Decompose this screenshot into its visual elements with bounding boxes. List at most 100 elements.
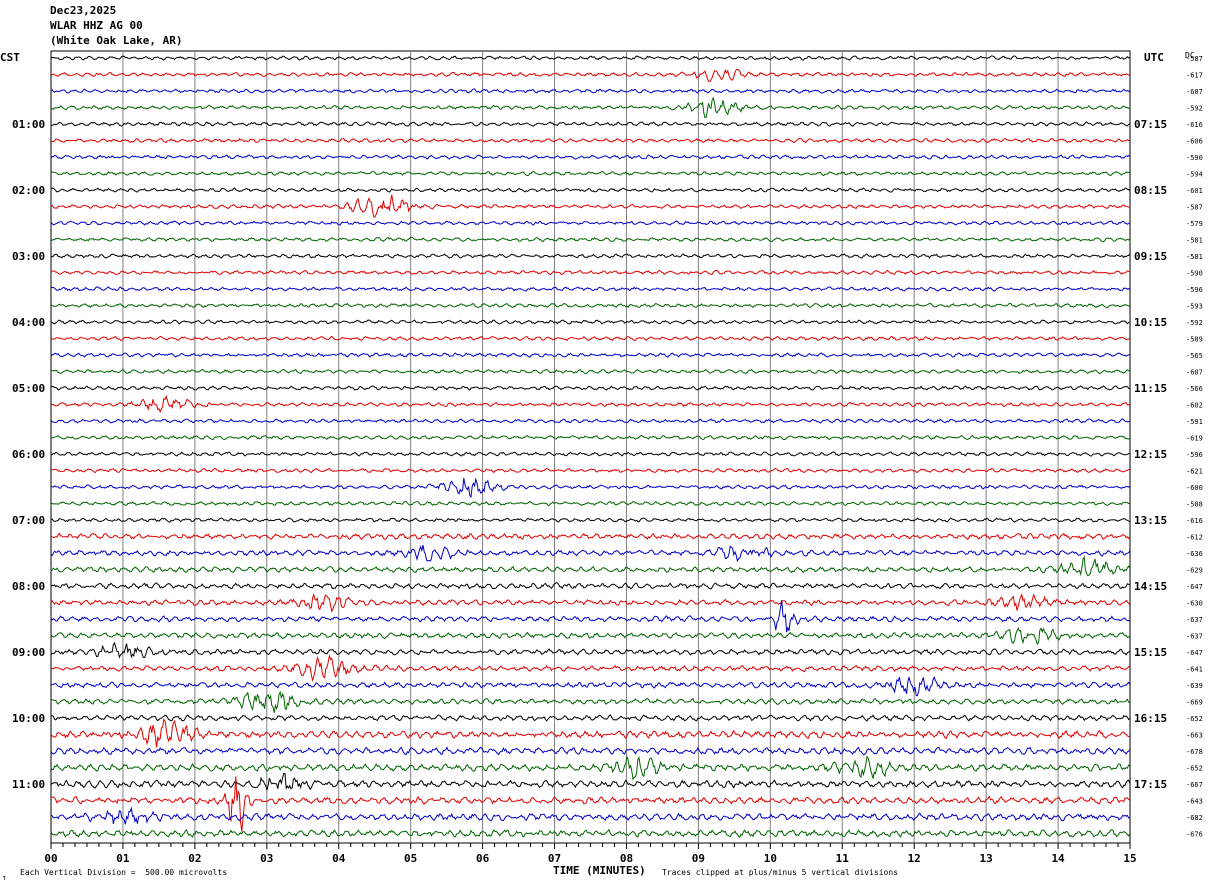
dc-offset-label: -641 — [1186, 666, 1203, 674]
dc-offset-label: -589 — [1186, 336, 1203, 344]
seismic-trace — [50, 236, 1131, 243]
dc-offset-label: -600 — [1186, 484, 1203, 492]
dc-offset-label: -566 — [1186, 385, 1203, 393]
cst-hour-label: 09:00 — [12, 646, 45, 659]
dc-offset-label: -621 — [1186, 468, 1203, 476]
dc-offset-label: -682 — [1186, 814, 1203, 822]
dc-offset-label: -643 — [1186, 798, 1203, 806]
dc-offset-label: -637 — [1186, 633, 1203, 641]
grid — [50, 50, 1131, 849]
dc-offset-label: -647 — [1186, 583, 1203, 591]
dc-offset-label: -612 — [1186, 534, 1203, 542]
dc-offset-label: -652 — [1186, 715, 1203, 723]
dc-offset-label: -593 — [1186, 303, 1203, 311]
seismic-trace — [50, 582, 1130, 590]
utc-hour-label: 08:15 — [1134, 184, 1167, 197]
dc-offset-label: -588 — [1186, 501, 1203, 509]
dc-offset-label: -663 — [1186, 732, 1203, 740]
seismic-trace — [50, 194, 1130, 218]
cst-hour-label: 01:00 — [12, 118, 45, 131]
dc-offset-label: -590 — [1186, 154, 1203, 162]
dc-offset-label: -581 — [1186, 253, 1203, 261]
x-tick-label: 11 — [836, 852, 850, 865]
x-tick-label: 06 — [476, 852, 490, 865]
header-date: Dec23,2025 — [50, 4, 117, 17]
dc-offset-label: -647 — [1186, 649, 1203, 657]
seismic-trace — [50, 121, 1130, 127]
dc-offset-label: -590 — [1186, 270, 1203, 278]
x-tick-label: 12 — [908, 852, 921, 865]
x-tick-label: 09 — [692, 852, 705, 865]
dc-offset-label: -601 — [1186, 187, 1203, 195]
cst-hour-label: 02:00 — [12, 184, 45, 197]
utc-hour-label: 16:15 — [1134, 712, 1167, 725]
seismic-trace — [50, 806, 1130, 825]
seismic-trace — [50, 187, 1131, 193]
seismic-trace — [50, 352, 1130, 358]
utc-hour-label: 15:15 — [1134, 646, 1167, 659]
seismic-trace — [50, 544, 1131, 563]
dc-offset-label: -607 — [1186, 369, 1203, 377]
header-station: WLAR HHZ AG 00 — [50, 19, 143, 32]
x-tick-label: 14 — [1051, 852, 1065, 865]
x-axis-title: TIME (MINUTES) — [553, 864, 646, 877]
x-tick-label: 08 — [620, 852, 633, 865]
seismic-trace — [50, 68, 1130, 82]
dc-offset-label: -596 — [1186, 451, 1203, 459]
seismic-trace — [50, 253, 1131, 259]
corner-mark: ↑ — [2, 873, 7, 882]
cst-hour-label: 11:00 — [12, 778, 45, 791]
dc-offset-label: -676 — [1186, 831, 1203, 839]
cst-hour-label: 03:00 — [12, 250, 45, 263]
dc-offset-label: -581 — [1186, 237, 1203, 245]
utc-hour-label: 17:15 — [1134, 778, 1167, 791]
dc-offset-label: -616 — [1186, 517, 1203, 525]
dc-offset-label: -592 — [1186, 105, 1203, 113]
x-tick-label: 01 — [116, 852, 130, 865]
dc-offset-label: -565 — [1186, 352, 1203, 360]
seismic-trace — [50, 772, 1131, 791]
seismic-trace — [50, 385, 1130, 391]
dc-offset-label: -669 — [1186, 699, 1203, 707]
traces — [50, 55, 1131, 839]
x-tick-label: 10 — [764, 852, 777, 865]
cst-hour-label: 07:00 — [12, 514, 45, 527]
seismic-trace — [50, 88, 1131, 94]
dc-offset-label: -619 — [1186, 435, 1203, 443]
seismic-trace — [50, 286, 1131, 292]
dc-offset-label: -606 — [1186, 138, 1203, 146]
dc-offset-label: -602 — [1186, 402, 1203, 410]
dc-offset-label: -587 — [1186, 55, 1203, 63]
dc-offset-label: -652 — [1186, 765, 1203, 773]
seismic-trace — [50, 467, 1130, 474]
seismic-trace — [50, 627, 1130, 646]
utc-label: UTC — [1144, 51, 1164, 64]
x-tick-label: 07 — [548, 852, 561, 865]
seismic-trace — [50, 653, 1131, 683]
seismic-trace — [50, 154, 1131, 160]
seismic-trace — [50, 302, 1131, 309]
dc-offset-label: -667 — [1186, 781, 1203, 789]
seismic-trace — [50, 418, 1131, 424]
x-tick-label: 13 — [980, 852, 993, 865]
dc-offset-label: -592 — [1186, 319, 1203, 327]
dc-offset-label: -591 — [1186, 418, 1203, 426]
dc-label: DC — [1185, 51, 1195, 60]
plot-frame — [50, 50, 1131, 844]
seismic-trace — [51, 714, 1131, 722]
dc-offset-label: -617 — [1186, 72, 1203, 80]
dc-offset-label: -678 — [1186, 748, 1203, 756]
seismic-trace — [50, 755, 1131, 781]
scale-note: Each Vertical Division = 500.00 microvol… — [20, 868, 227, 877]
seismic-trace — [50, 55, 1130, 61]
dc-offset-label: -596 — [1186, 286, 1203, 294]
seismic-trace — [50, 500, 1130, 507]
dc-offset-label: -607 — [1186, 88, 1203, 96]
seismic-trace — [50, 368, 1131, 375]
dc-offset-label: -636 — [1186, 550, 1203, 558]
x-tick-label: 04 — [332, 852, 346, 865]
labels: 00 01 02 03 04 05 06 07 08 09 10 11 12 13 14 15 -587 -617… — [12, 55, 1203, 865]
header-location: (White Oak Lake, AR) — [50, 34, 183, 47]
seismic-trace — [50, 269, 1130, 276]
